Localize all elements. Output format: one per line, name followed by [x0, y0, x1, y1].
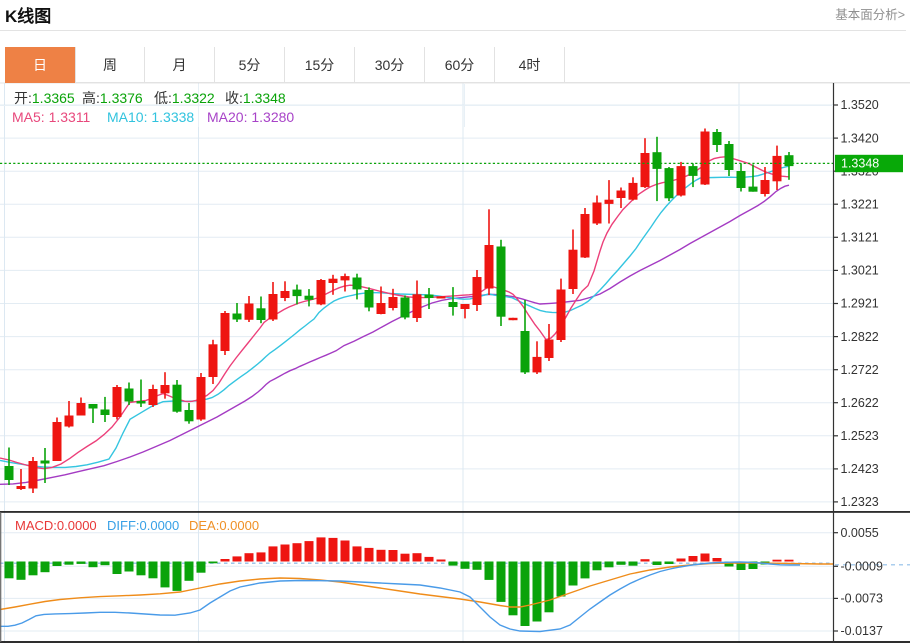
svg-text:1.2622: 1.2622 [841, 396, 879, 410]
svg-text:1.3221: 1.3221 [841, 197, 879, 211]
svg-text:-0.0009: -0.0009 [841, 560, 883, 574]
svg-text:-0.0137: -0.0137 [841, 624, 883, 638]
svg-text:1.2921: 1.2921 [841, 297, 879, 311]
svg-text:1.3121: 1.3121 [841, 231, 879, 245]
svg-text:1.3420: 1.3420 [841, 131, 879, 145]
svg-text:1.2323: 1.2323 [841, 495, 879, 509]
svg-text:1.2722: 1.2722 [841, 363, 879, 377]
svg-text:1.3348: 1.3348 [841, 157, 879, 171]
svg-text:1.2822: 1.2822 [841, 330, 879, 344]
svg-text:0.0055: 0.0055 [841, 526, 879, 540]
svg-text:-0.0073: -0.0073 [841, 592, 883, 606]
svg-text:1.3520: 1.3520 [841, 98, 879, 112]
svg-text:1.3021: 1.3021 [841, 264, 879, 278]
svg-text:1.2523: 1.2523 [841, 429, 879, 443]
svg-text:1.2423: 1.2423 [841, 462, 879, 476]
